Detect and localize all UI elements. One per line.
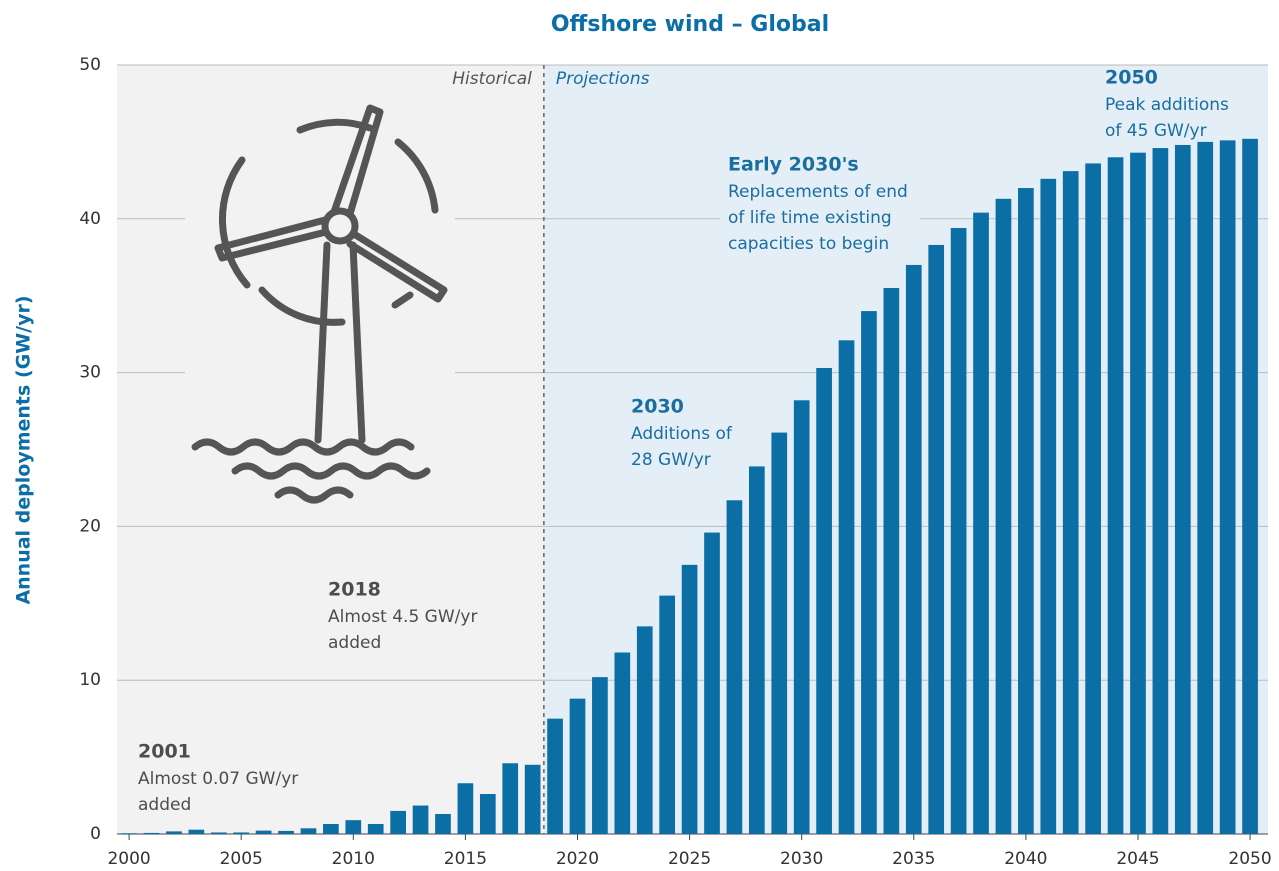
bar	[1085, 163, 1101, 834]
annotation-text: Peak additions	[1105, 95, 1229, 115]
x-tick-label: 2030	[780, 849, 823, 869]
y-tick-label: 10	[79, 670, 101, 690]
bar	[1040, 178, 1057, 834]
y-tick-label: 20	[79, 516, 101, 536]
bar	[1152, 148, 1169, 834]
x-tick-label: 2025	[668, 849, 711, 869]
bar	[345, 820, 362, 834]
bar	[457, 783, 474, 834]
x-tick-label: 2045	[1116, 849, 1159, 869]
bar	[816, 367, 832, 834]
annotation-text: Almost 4.5 GW/yr	[328, 607, 477, 627]
bar	[1197, 141, 1214, 834]
annotation-text: 28 GW/yr	[631, 450, 711, 470]
x-tick-label: 2035	[892, 849, 935, 869]
annotation-text: capacities to begin	[728, 234, 889, 254]
region-label: Historical	[452, 69, 532, 89]
turbine-icon	[185, 90, 455, 510]
bar	[1018, 188, 1034, 835]
bar	[278, 830, 294, 834]
bar	[950, 228, 967, 834]
annotation-title: Early 2030's	[728, 154, 859, 176]
bar	[659, 595, 676, 834]
x-tick-label: 2010	[332, 849, 375, 869]
x-tick-label: 2020	[556, 849, 599, 869]
bar	[592, 677, 608, 834]
marks	[121, 138, 1258, 835]
bar	[771, 432, 788, 834]
bar	[973, 212, 989, 834]
bar	[636, 626, 653, 834]
y-tick-label: 50	[79, 55, 101, 75]
bar	[861, 311, 877, 835]
bar	[681, 564, 698, 834]
annotation-text: of life time existing	[728, 208, 892, 228]
bar	[838, 340, 855, 834]
bar	[300, 828, 317, 834]
bar	[502, 763, 519, 834]
annotation-text: Almost 0.07 GW/yr	[138, 769, 298, 789]
bar	[1107, 157, 1124, 834]
y-tick-label: 30	[79, 363, 101, 383]
bar	[1130, 152, 1146, 834]
bar	[793, 400, 810, 834]
annotation-backdrop	[720, 205, 920, 225]
bar	[412, 805, 429, 834]
annotation-text: of 45 GW/yr	[1105, 121, 1207, 141]
y-tick-label: 0	[90, 824, 101, 844]
region-label: Projections	[556, 69, 650, 89]
bar	[748, 466, 765, 834]
annotation-text: added	[328, 633, 381, 653]
bar	[1219, 140, 1236, 834]
bar	[1174, 144, 1191, 834]
bar	[166, 831, 182, 834]
bar	[233, 832, 250, 834]
bar	[121, 833, 137, 834]
annotation-title: 2050	[1105, 67, 1158, 89]
bar	[479, 794, 496, 834]
bar	[905, 264, 922, 834]
bar	[995, 198, 1012, 834]
x-tick-label: 2000	[107, 849, 150, 869]
bar	[928, 244, 945, 835]
x-tick-label: 2015	[444, 849, 487, 869]
y-axis-label: Annual deployments (GW/yr)	[13, 295, 35, 604]
bar	[704, 532, 720, 834]
x-tick-label: 2040	[1004, 849, 1047, 869]
annotation-text: Additions of	[631, 424, 733, 444]
bar	[188, 829, 205, 834]
bar	[255, 830, 272, 834]
x-tick-label: 2005	[220, 849, 263, 869]
bar	[569, 698, 586, 834]
bar	[323, 824, 339, 834]
bar	[1242, 138, 1258, 835]
bar	[883, 288, 900, 834]
bar	[390, 810, 406, 834]
annotations: 2001 Almost 0.07 GW/yr added 2018 Almost 4.5…	[138, 67, 1229, 816]
annotation-title: 2018	[328, 579, 381, 601]
annotation-title: 2030	[631, 396, 684, 418]
bar	[210, 832, 227, 834]
bar	[614, 652, 631, 834]
bar	[1062, 171, 1079, 834]
annotation-text: Replacements of end	[728, 182, 908, 202]
y-tick-label: 40	[79, 209, 101, 229]
bar	[435, 814, 451, 834]
bar	[547, 718, 563, 834]
bar	[367, 824, 384, 834]
bar	[143, 832, 160, 834]
chart-title: Offshore wind – Global	[551, 12, 829, 37]
x-tick-label: 2050	[1228, 849, 1271, 869]
bar	[524, 764, 541, 834]
annotation-title: 2001	[138, 741, 191, 763]
bar	[726, 500, 743, 834]
annotation-text: added	[138, 795, 191, 815]
